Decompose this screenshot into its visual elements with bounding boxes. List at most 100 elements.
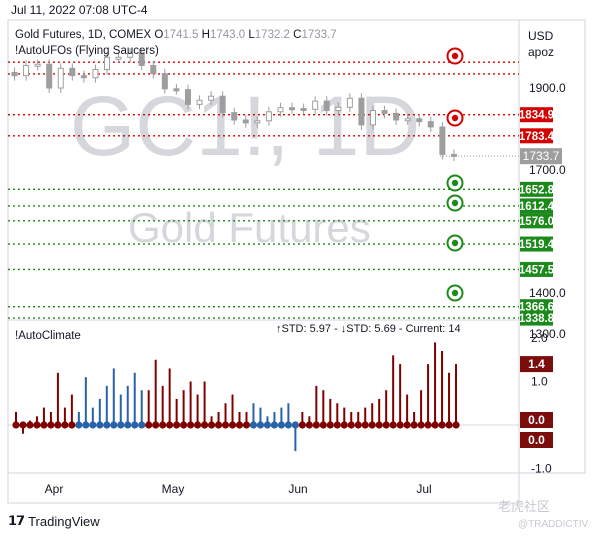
price-tick-label: 1300.0 [529,327,566,341]
candle-body [104,56,111,71]
level-tag-label: 1519.4 [519,239,555,251]
climate-dot [445,421,453,429]
candle-body [346,97,353,108]
level-tag-label: 1652.8 [519,184,555,196]
candles: 1733.7 [11,48,562,165]
climate-dot [263,421,272,429]
climate-dot [410,421,418,429]
last-price-label: 1733.7 [523,149,560,163]
climate-dot [166,421,174,429]
candle-body [404,118,411,122]
ohlc-high-label: H [201,29,210,41]
oscillator-title[interactable]: !AutoClimate [15,330,81,342]
ohlc-high: 1743.0 [209,29,246,41]
ufo-levels: 1834.9 1783.4 1652.8 1612.4 1576.0 1519.4 1457… [8,47,555,326]
climate-dot [138,421,146,429]
climate-dot [68,421,76,429]
climate-dot [326,421,334,429]
ufo-marker-core-icon [451,289,459,297]
level-tag [520,310,553,326]
climate-dot [403,421,411,429]
timestamp: Jul 11, 2022 07:08 UTC-4 [11,3,148,17]
climate-dot [249,421,258,429]
handle-watermark: @TRADDICTIV [518,519,589,530]
climate-dot [340,421,348,429]
level-tag [520,299,553,315]
climate-dot [110,421,118,429]
climate-dot [152,421,160,429]
tradingview-logo-icon: 𝟭𝟳 [8,513,25,528]
climate-dot [159,421,167,429]
climate-dot [47,421,55,429]
candle-body [150,64,157,75]
oscillator-pane[interactable] [7,319,520,474]
candle-body [69,67,76,77]
climate-dot [347,421,355,429]
candle-body [196,99,203,105]
climate-dot [431,421,439,429]
climate-dot [270,421,279,429]
climate-dot [173,421,181,429]
currency-label[interactable]: USD apoz [528,28,554,60]
osc-value-label: 0.0 [528,433,545,447]
climate-dot [61,421,69,429]
candle-body [46,63,53,89]
level-tag [520,213,553,229]
climate-dot [26,421,34,429]
indicator-label[interactable]: !AutoUFOs (Flying Saucers) [15,45,159,57]
candle-body [289,107,296,111]
candle-body [231,112,238,121]
climate-dot [19,421,27,429]
climate-dot [117,421,125,429]
climate-dot [417,421,425,429]
climate-dot [312,421,320,429]
candle-body [173,88,180,92]
candle-body [242,119,249,124]
climate-dot [131,421,139,429]
level-tag-label: 1783.4 [519,131,555,143]
candle-body [393,112,400,121]
brand-name: TradingView [28,513,100,529]
price-tick-label: 1400.0 [529,286,566,300]
currency-unit: apoz [528,45,555,59]
symbol-text: Gold Futures, 1D, COMEX [15,29,152,41]
climate-dot [96,421,104,429]
candle-body [80,75,87,79]
candle-body [312,100,319,110]
symbol-legend: Gold Futures, 1D, COMEX O1741.5 H1743.0 … [15,29,337,41]
climate-dot [214,421,223,429]
currency-code: USD [528,29,554,43]
last-price-tag [520,148,562,165]
candle-body [439,126,446,155]
candle-body [34,63,41,67]
climate-dot [284,421,292,429]
osc-tick-label: 1.0 [531,375,548,389]
climate-dot [354,421,362,429]
level-tag [520,181,553,197]
oscillator-stats: ↑STD: 5.97 - ↓STD: 5.69 - Current: 14 [276,323,461,335]
time-axis[interactable] [7,472,520,504]
climate-dot [424,421,432,429]
ohlc-open: 1741.5 [163,29,199,41]
price-tick-label: 1700.0 [529,163,566,177]
climate-dot [103,421,111,429]
ohlc-close: 1733.7 [301,29,337,41]
candle-body [219,95,226,114]
level-tag-label: 1834.9 [519,110,554,122]
tradingview-brand[interactable]: 𝟭𝟳 TradingView [8,513,100,529]
candle-body [369,110,376,126]
osc-tick-label: 2.0 [531,331,548,345]
climate-dot [89,421,97,429]
climate-dot [193,421,202,429]
climate-dot [368,421,376,429]
candle-body [208,95,215,101]
ufo-marker-core-icon [451,114,459,122]
climate-dot [298,421,306,429]
climate-dot [187,421,195,429]
climate-dot [277,421,286,429]
level-tag [520,236,553,252]
osc-tick-label: -1.0 [531,462,552,476]
climate-dot [228,421,237,429]
candle-body [57,67,64,89]
